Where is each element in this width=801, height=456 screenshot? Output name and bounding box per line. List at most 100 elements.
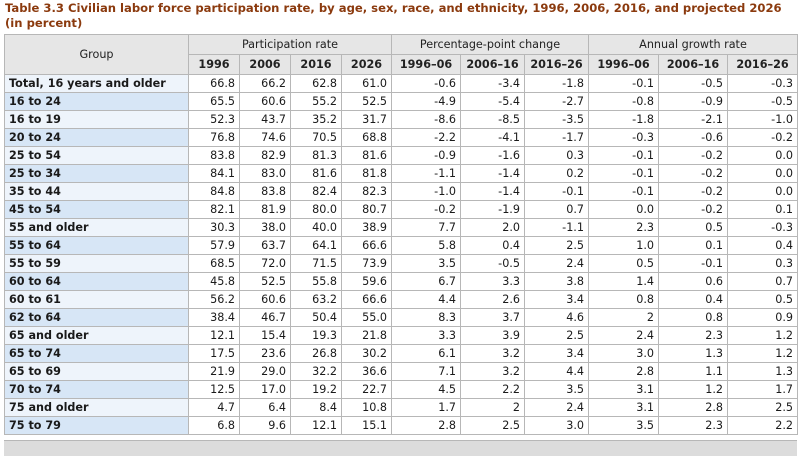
- table-cell: 26.8: [290, 344, 342, 363]
- table-cell: 0.1: [658, 236, 728, 255]
- table-cell: 59.6: [341, 272, 392, 291]
- table-cell: 61.0: [341, 74, 392, 93]
- table-cell: 68.5: [188, 254, 240, 273]
- table-cell: 83.0: [239, 164, 291, 183]
- table-cell: 3.0: [524, 416, 589, 435]
- table-row: 55 to 64 57.9 63.7 64.1 66.6 5.8 0.4 2.5 1.0 0.1 0…: [4, 236, 798, 255]
- table-row: 70 to 74 12.5 17.0 19.2 22.7 4.5 2.2 3.5 3.1 1.2 1…: [4, 380, 798, 399]
- table-cell: -0.1: [524, 182, 589, 201]
- participation-rate-header: Participation rate: [188, 34, 392, 55]
- table-cell: 2.4: [524, 398, 589, 417]
- table-cell: -0.1: [588, 74, 659, 93]
- table-cell: 1.2: [727, 344, 798, 363]
- data-table: Group Participation rate Percentage-poin…: [4, 34, 798, 435]
- row-label: 60 to 64: [4, 272, 189, 291]
- table-cell: -0.1: [588, 182, 659, 201]
- table-cell: -4.9: [391, 92, 461, 111]
- table-cell: 0.3: [524, 146, 589, 165]
- table-cell: 1.2: [658, 380, 728, 399]
- table-cell: 63.2: [290, 290, 342, 309]
- row-label: 65 to 74: [4, 344, 189, 363]
- table-cell: 43.7: [239, 110, 291, 129]
- table-row: 55 and older 30.3 38.0 40.0 38.9 7.7 2.0 -1.1 2.…: [4, 218, 798, 237]
- table-cell: 64.1: [290, 236, 342, 255]
- table-cell: -2.1: [658, 110, 728, 129]
- table-cell: 19.3: [290, 326, 342, 345]
- table-cell: 81.6: [341, 146, 392, 165]
- row-label: 25 to 54: [4, 146, 189, 165]
- table-cell: 21.8: [341, 326, 392, 345]
- table-cell: -0.5: [460, 254, 525, 273]
- table-cell: 0.0: [727, 164, 798, 183]
- row-label: 65 and older: [4, 326, 189, 345]
- table-cell: 70.5: [290, 128, 342, 147]
- table-cell: -0.1: [588, 146, 659, 165]
- table-cell: -8.5: [460, 110, 525, 129]
- table-cell: -0.2: [658, 182, 728, 201]
- table-cell: -0.9: [658, 92, 728, 111]
- table-cell: 0.4: [460, 236, 525, 255]
- table-cell: -5.4: [460, 92, 525, 111]
- table-cell: 3.3: [391, 326, 461, 345]
- table-row: 20 to 24 76.8 74.6 70.5 68.8 -2.2 -4.1 -1.7 -0.3…: [4, 128, 798, 147]
- table-cell: 2.5: [727, 398, 798, 417]
- annual-growth-rate-header: Annual growth rate: [588, 34, 798, 55]
- table-cell: 74.6: [239, 128, 291, 147]
- table-cell: -0.6: [658, 128, 728, 147]
- table-cell: -1.0: [727, 110, 798, 129]
- table-row: 35 to 44 84.8 83.8 82.4 82.3 -1.0 -1.4 -0.1 -0.1…: [4, 182, 798, 201]
- table-row: 75 and older 4.7 6.4 8.4 10.8 1.7 2 2.4 3.1 2.8 2.…: [4, 398, 798, 417]
- row-label: 75 to 79: [4, 416, 189, 435]
- table-cell: 3.8: [524, 272, 589, 291]
- table-cell: 45.8: [188, 272, 240, 291]
- table-cell: 81.9: [239, 200, 291, 219]
- table-cell: 5.8: [391, 236, 461, 255]
- table-row: 60 to 61 56.2 60.6 63.2 66.6 4.4 2.6 3.4 0.8 0.4 0…: [4, 290, 798, 309]
- table-cell: 0.7: [524, 200, 589, 219]
- percentage-point-change-header: Percentage-point change: [391, 34, 589, 55]
- table-cell: -4.1: [460, 128, 525, 147]
- table-cell: -0.6: [391, 74, 461, 93]
- table-cell: 2.8: [391, 416, 461, 435]
- table-cell: 0.5: [588, 254, 659, 273]
- row-label: 16 to 19: [4, 110, 189, 129]
- table-cell: -8.6: [391, 110, 461, 129]
- table-cell: 6.7: [391, 272, 461, 291]
- table-cell: 3.2: [460, 344, 525, 363]
- table-cell: 29.0: [239, 362, 291, 381]
- table-cell: 2.3: [658, 416, 728, 435]
- header-row-groups: Group Participation rate Percentage-poin…: [4, 34, 798, 75]
- row-label: 65 to 69: [4, 362, 189, 381]
- table-cell: 63.7: [239, 236, 291, 255]
- table-cell: 17.5: [188, 344, 240, 363]
- table-cell: 3.5: [524, 380, 589, 399]
- table-cell: 0.5: [658, 218, 728, 237]
- table-cell: 81.8: [341, 164, 392, 183]
- column-header: 1996–06: [588, 54, 659, 75]
- table-row: 55 to 59 68.5 72.0 71.5 73.9 3.5 -0.5 2.4 0.5 -0.…: [4, 254, 798, 273]
- table-cell: -1.8: [588, 110, 659, 129]
- table-cell: -2.7: [524, 92, 589, 111]
- header-row-years: 1996 2006 2016 2026 1996–06 2006–16 2016…: [5, 54, 798, 75]
- table-cell: -0.5: [658, 74, 728, 93]
- table-cell: 3.7: [460, 308, 525, 327]
- table-cell: -1.1: [524, 218, 589, 237]
- table-cell: 9.6: [239, 416, 291, 435]
- table-cell: 21.9: [188, 362, 240, 381]
- table-cell: 73.9: [341, 254, 392, 273]
- table-cell: 3.4: [524, 290, 589, 309]
- table-cell: 76.8: [188, 128, 240, 147]
- table-cell: -0.9: [391, 146, 461, 165]
- table-cell: 57.9: [188, 236, 240, 255]
- table-cell: 2.2: [460, 380, 525, 399]
- table-cell: -0.2: [391, 200, 461, 219]
- table-cell: 2.4: [588, 326, 659, 345]
- column-header: 2006–16: [658, 54, 728, 75]
- table-cell: 6.1: [391, 344, 461, 363]
- table-cell: 56.2: [188, 290, 240, 309]
- table-cell: 7.7: [391, 218, 461, 237]
- row-label: 55 to 59: [4, 254, 189, 273]
- table-cell: 31.7: [341, 110, 392, 129]
- table-body: Total, 16 years and older 66.8 66.2 62.8 61.…: [4, 74, 798, 435]
